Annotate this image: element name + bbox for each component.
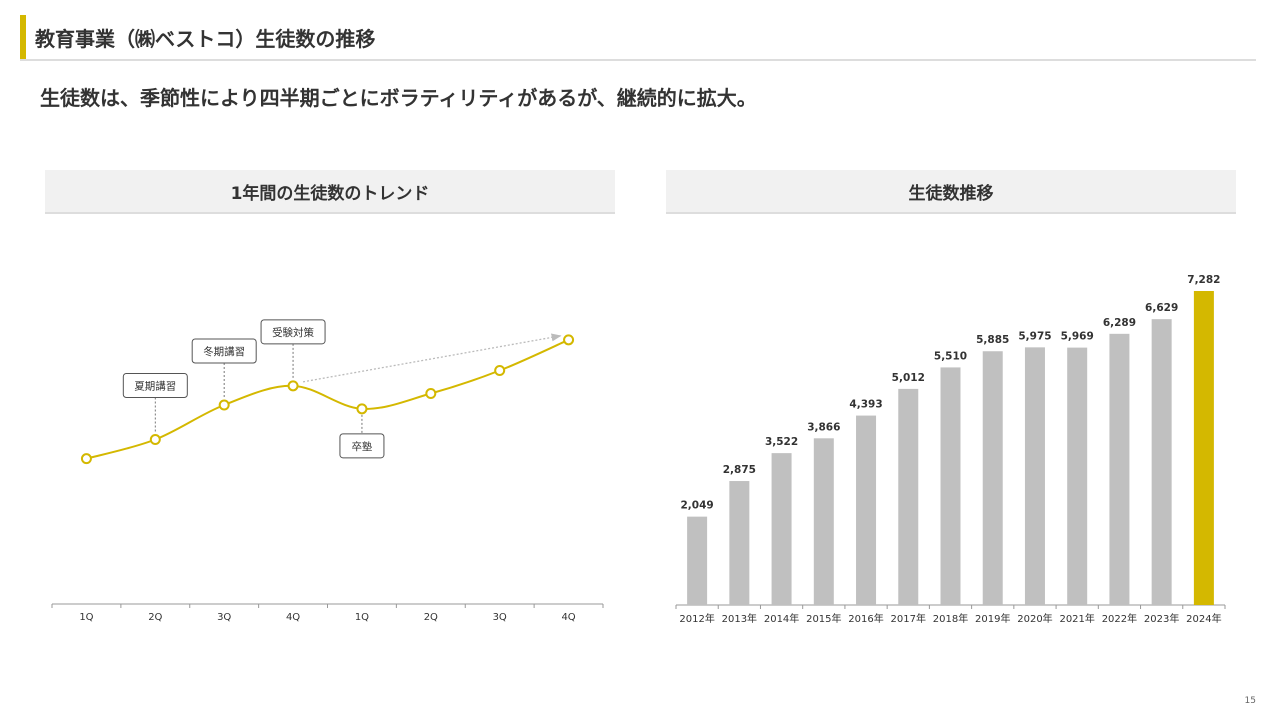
bar-value-label: 2,875	[723, 464, 756, 476]
x-tick-label: 2015年	[806, 612, 841, 625]
x-tick-label: 1Q	[355, 612, 369, 623]
bar-chart-header: 生徒数推移	[666, 170, 1236, 214]
bar	[856, 415, 877, 605]
x-tick-label: 2018年	[933, 612, 968, 625]
bar	[982, 351, 1003, 605]
callout-label: 冬期講習	[203, 345, 245, 358]
line-point	[218, 399, 230, 411]
line-point	[149, 434, 161, 445]
bar	[687, 516, 708, 605]
bar	[1193, 291, 1214, 605]
callout-label: 卒塾	[351, 440, 372, 453]
bar	[898, 388, 919, 605]
x-tick-label: 2022年	[1102, 612, 1137, 625]
bar-value-label: 7,282	[1187, 274, 1220, 286]
line-chart-header: 1年間の生徒数のトレンド	[45, 170, 615, 214]
callout-box	[191, 338, 257, 364]
x-tick-label: 1Q	[79, 612, 93, 623]
bar	[1024, 347, 1045, 605]
bar-value-label: 4,393	[849, 399, 882, 411]
bar	[1067, 347, 1088, 605]
x-tick-label: 2Q	[424, 612, 438, 623]
callout-box	[260, 319, 326, 345]
bar	[771, 453, 792, 605]
x-tick-label: 2017年	[891, 612, 926, 625]
bar-value-label: 5,510	[934, 350, 967, 362]
bar-value-label: 3,866	[807, 421, 840, 433]
x-tick-label: 4Q	[286, 612, 300, 623]
bar	[729, 481, 750, 605]
line-point	[494, 365, 506, 376]
line-point	[563, 334, 575, 346]
x-tick-label: 2013年	[722, 612, 757, 625]
bar	[1151, 319, 1172, 605]
page-title: 教育事業（㈱ベストコ）生徒数の推移	[35, 27, 376, 51]
x-tick-label: 3Q	[493, 612, 507, 623]
title-accent-bar	[20, 15, 26, 59]
bar	[940, 367, 961, 605]
trend-line	[86, 338, 569, 460]
bar-value-label: 3,522	[765, 436, 798, 448]
trend-arrow	[302, 333, 562, 383]
x-tick-label: 2019年	[975, 612, 1010, 625]
x-tick-label: 2023年	[1144, 612, 1179, 625]
x-tick-label: 2Q	[148, 612, 162, 623]
bar-value-label: 5,975	[1018, 330, 1051, 342]
callout-label: 夏期講習	[134, 380, 176, 393]
line-point	[287, 380, 299, 392]
line-point	[356, 403, 368, 415]
bar	[1109, 333, 1130, 605]
x-tick-label: 2016年	[848, 612, 883, 625]
bar	[813, 438, 834, 605]
x-tick-label: 2024年	[1186, 612, 1221, 625]
bar-value-label: 5,969	[1061, 331, 1094, 343]
page-number: 15	[1244, 696, 1256, 706]
line-point	[80, 453, 92, 465]
x-tick-label: 2014年	[764, 612, 799, 625]
bar-value-label: 2,049	[681, 500, 714, 512]
callout-box	[122, 373, 188, 398]
callout-box	[339, 433, 385, 459]
bar-chart: 2,049 2012年 2,875 2013年 3,522 2014年 3,866 2015年…	[675, 274, 1226, 625]
bar-value-label: 5,885	[976, 334, 1009, 346]
bar-value-label: 6,629	[1145, 302, 1178, 314]
x-tick-label: 2021年	[1059, 612, 1094, 625]
bar-value-label: 6,289	[1103, 317, 1136, 329]
page-subtitle: 生徒数は、季節性により四半期ごとにボラティリティがあるが、継続的に拡大。	[40, 86, 757, 110]
callout-label: 受験対策	[272, 326, 314, 339]
x-tick-label: 3Q	[217, 612, 231, 623]
x-tick-label: 2012年	[679, 612, 714, 625]
x-tick-label: 4Q	[561, 612, 575, 623]
x-tick-label: 2020年	[1017, 612, 1052, 625]
bar-value-label: 5,012	[892, 372, 925, 384]
title-bar: 教育事業（㈱ベストコ）生徒数の推移	[20, 15, 1256, 61]
line-point	[425, 388, 437, 399]
